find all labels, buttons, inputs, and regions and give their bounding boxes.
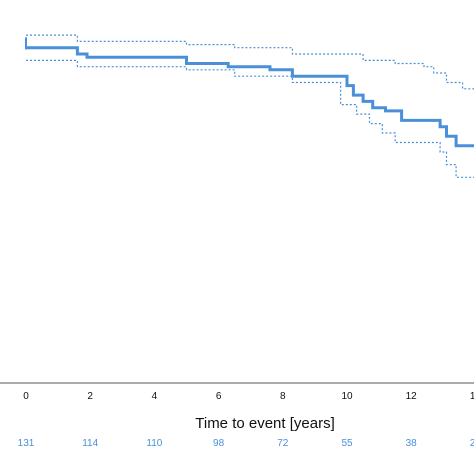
at-risk-count: 72 <box>277 438 289 449</box>
km-lower-ci-line <box>26 59 474 178</box>
x-tick-label: 12 <box>406 391 418 402</box>
at-risk-count: 98 <box>213 438 225 449</box>
x-tick-label: 2 <box>87 391 93 402</box>
x-tick-label: 14 <box>470 391 474 402</box>
x-tick-label: 10 <box>341 391 353 402</box>
at-risk-count: 131 <box>18 438 35 449</box>
at-risk-count: 114 <box>82 438 98 449</box>
x-tick-label: 4 <box>152 391 158 402</box>
survival-curves <box>25 34 474 178</box>
x-tick-label: 8 <box>280 391 286 402</box>
x-axis-title: Time to event [years] <box>195 415 335 432</box>
x-tick-label: 6 <box>216 391 222 402</box>
at-risk-count: 38 <box>406 438 418 449</box>
at-risk-count: 55 <box>341 438 353 449</box>
number-at-risk-row: 131 114 110 98 72 55 38 24 <box>18 438 474 449</box>
km-estimate-line <box>26 46 474 148</box>
at-risk-count: 24 <box>470 438 474 449</box>
at-risk-count: 110 <box>146 438 162 449</box>
x-axis-ticks: 0 2 4 6 8 10 12 14 <box>23 391 474 402</box>
x-tick-label: 0 <box>23 391 29 402</box>
km-upper-ci-line <box>26 34 474 90</box>
